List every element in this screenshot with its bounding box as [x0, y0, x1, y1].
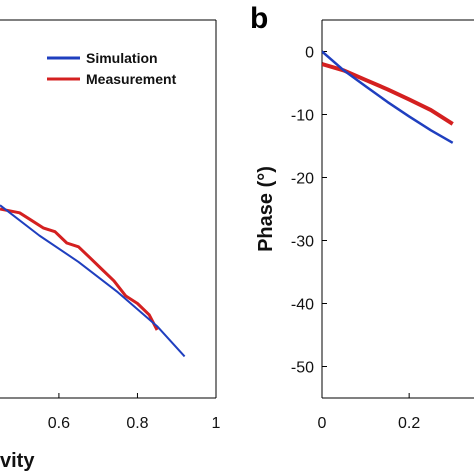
panel-b-y-ticks: 0 -10 -20 -30 -40 -50	[291, 45, 327, 377]
legend: Simulation Measurement	[47, 50, 177, 87]
panel-a-x-ticks: 0.6 0.8 1	[48, 393, 221, 432]
panel-a-x-tick-label: 0.8	[126, 415, 148, 432]
panel-b-y-axis-label: Phase (°)	[255, 166, 277, 252]
panel-a-series-simulation	[0, 204, 186, 358]
panel-b-y-tick-label: -10	[291, 108, 314, 125]
panel-a: 0.6 0.8 1 vity Simulation Measurement	[0, 19, 221, 472]
panel-b-series-measurement	[322, 62, 454, 126]
legend-label-measurement: Measurement	[86, 71, 177, 87]
panel-b-y-tick-label: -40	[291, 297, 314, 314]
panel-b-y-tick-label: -20	[291, 171, 314, 188]
panel-b-y-tick-label: -30	[291, 234, 314, 251]
panel-b-x-tick-label: 0.2	[398, 415, 420, 432]
panel-a-series-measurement	[0, 207, 159, 331]
panel-b: b 0-10-20-30-40-50 0 0.2 Phase (°)	[250, 2, 474, 432]
panel-b-x-tick-label: 0	[318, 415, 327, 432]
legend-label-simulation: Simulation	[86, 50, 158, 66]
panel-b-x-ticks: 0 0.2	[318, 393, 420, 432]
panel-b-series-simulation	[322, 50, 454, 144]
panel-a-x-tick-label: 1	[212, 415, 221, 432]
panel-b-letter: b	[250, 2, 268, 35]
panel-a-x-axis-label: vity	[0, 450, 35, 472]
panel-a-x-tick-label: 0.6	[48, 415, 70, 432]
panel-b-series	[322, 50, 454, 144]
panel-b-y-tick-label: -50	[291, 360, 314, 377]
panel-b-y-tick-label: 0	[305, 45, 314, 62]
panel-a-series	[0, 204, 186, 358]
